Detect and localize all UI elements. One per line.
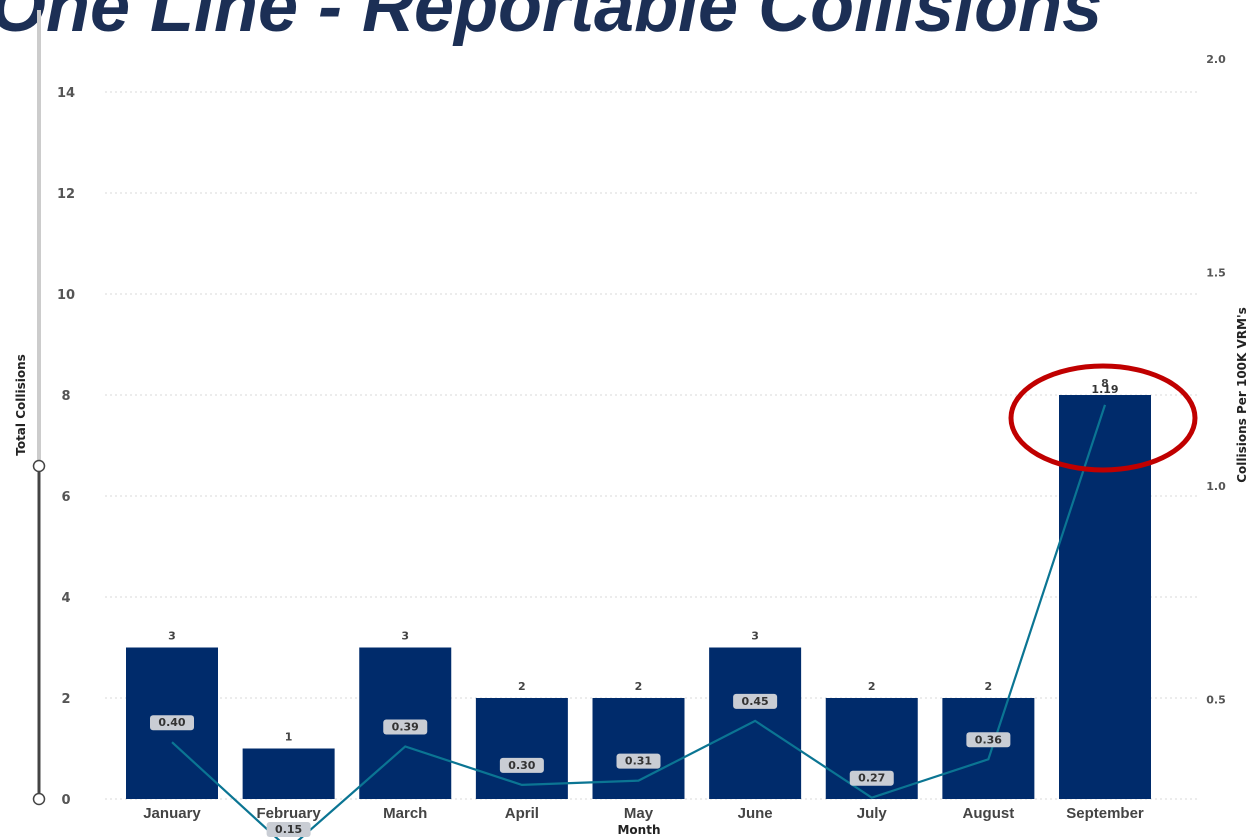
line-label-box	[849, 770, 894, 786]
chart-title: One Line - Reportable Collisions	[0, 0, 1103, 47]
circle-handle-icon[interactable]	[32, 792, 46, 806]
bar-value-label: 2	[868, 680, 876, 693]
line-value-label: 0.27	[858, 772, 885, 785]
line-value-label: 0.39	[392, 720, 419, 733]
line-label-box	[266, 821, 311, 837]
line-label-box	[150, 715, 194, 731]
x-tick-label: September	[1066, 805, 1144, 822]
y-axis-title: Total Collisions	[14, 354, 28, 456]
bar-value-label: 2	[985, 680, 993, 693]
y-tick-label: 6	[61, 490, 70, 505]
bar-value-label: 3	[401, 630, 409, 643]
axis-titles: Month Total Collisions Collisions Per 100K…	[14, 307, 1249, 837]
y-tick-label: 4	[61, 591, 70, 606]
x-tick-label: July	[857, 805, 888, 822]
y-tick-label: 8	[61, 389, 70, 404]
y2-tick-label: 1.5	[1206, 267, 1226, 280]
bar	[1059, 395, 1151, 799]
line-value-label: 0.30	[508, 759, 535, 772]
line-value-label: 0.36	[975, 733, 1002, 746]
annotation-layer	[1008, 363, 1198, 473]
range-slider[interactable]	[32, 10, 46, 806]
bar-value-label: 1	[285, 731, 293, 744]
y-tick-label: 10	[57, 288, 75, 303]
y2-tick-label: 1.0	[1206, 480, 1226, 493]
x-tick-label: February	[257, 805, 322, 822]
bar	[942, 698, 1035, 799]
y-tick-label: 0	[61, 793, 70, 808]
x-axis-title: Month	[617, 823, 660, 837]
y2-axis-title: Collisions Per 100K VRM's	[1235, 307, 1249, 483]
right-axis-ticks: 0.5 1.0 1.5 2.0	[1206, 53, 1226, 707]
bar	[592, 698, 685, 799]
line-label-box	[499, 757, 544, 773]
line-label-box	[383, 719, 428, 735]
line-value-label: 0.45	[742, 695, 769, 708]
highlight-ellipse	[1008, 363, 1198, 473]
line-path	[171, 404, 1107, 840]
x-tick-label: March	[383, 805, 427, 822]
bar	[242, 748, 335, 799]
x-tick-label: April	[505, 805, 539, 822]
y-tick-label: 12	[57, 187, 75, 202]
circle-handle-icon[interactable]	[32, 459, 46, 473]
x-tick-label: August	[963, 805, 1015, 822]
bar-value-label: 2	[518, 680, 526, 693]
bar-data-labels: 3 1 3 2 2 3 2 2 8	[168, 377, 1109, 744]
bar	[709, 647, 802, 799]
bar-value-label: 8	[1101, 377, 1109, 390]
x-tick-label: June	[738, 805, 773, 822]
line-value-label: 0.31	[625, 755, 652, 768]
line-data-labels: 0.40 0.15 0.39 0.30 0.31 0.45 0.27 0.36 1.19	[150, 383, 1119, 837]
line-label-box	[966, 732, 1011, 748]
x-tick-label: January	[143, 805, 201, 822]
line-label-box	[733, 693, 778, 709]
bar-value-label: 3	[168, 630, 176, 643]
line-label-box	[616, 753, 661, 769]
y-tick-label: 2	[61, 692, 70, 707]
category-axis: January February March April May June July Augu…	[143, 805, 1144, 822]
line-value-label: 0.40	[158, 716, 185, 729]
x-tick-label: May	[624, 805, 654, 822]
y2-tick-label: 0.5	[1206, 694, 1226, 707]
left-axis-ticks: 0 2 4 6 8 10 12 14	[57, 86, 75, 808]
line-value-label: 0.15	[275, 823, 302, 836]
bar-value-label: 2	[635, 680, 643, 693]
line-series	[171, 404, 1107, 840]
gridlines	[105, 91, 1200, 800]
line-value-label: 1.19	[1091, 383, 1118, 396]
y2-tick-label: 2.0	[1206, 53, 1226, 66]
bar	[475, 698, 568, 799]
y-tick-label: 14	[57, 86, 75, 101]
bar-value-label: 3	[751, 630, 759, 643]
